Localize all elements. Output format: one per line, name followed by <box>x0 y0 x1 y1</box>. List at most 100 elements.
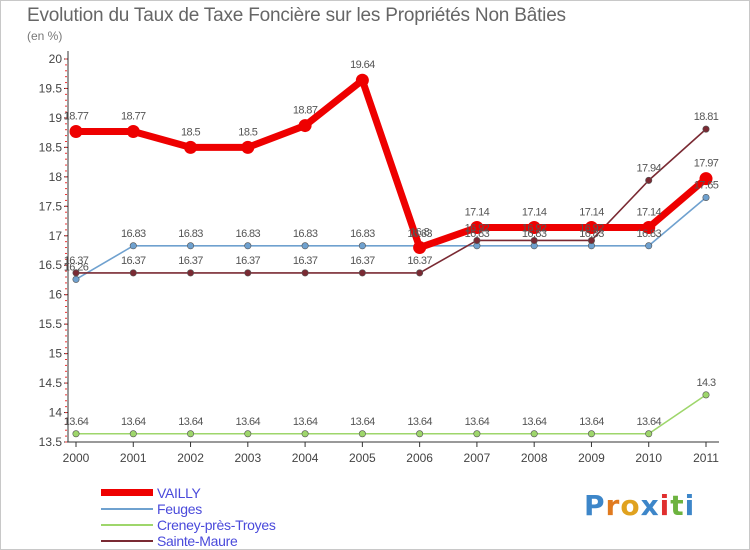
data-label-feuges: 16.83 <box>293 228 318 240</box>
data-label-creney-pr-s-troyes: 13.64 <box>636 416 661 428</box>
legend-swatch-creney <box>101 524 153 526</box>
data-label-vailly: 18.5 <box>181 126 200 138</box>
data-point-vailly <box>184 140 198 154</box>
y-tick-label: 16 <box>49 288 63 302</box>
logo-letter: t <box>670 489 685 522</box>
data-label-sainte-maure: 16.37 <box>293 255 318 267</box>
series-line-feuges <box>75 196 707 281</box>
legend-label: VAILLY <box>157 485 201 501</box>
x-tick-label: 2003 <box>234 451 261 465</box>
series-line-creney-pr-s-troyes <box>75 394 707 435</box>
data-point-sainte-maure <box>129 269 137 277</box>
y-tick-label: 16.5 <box>39 258 63 272</box>
y-tick-label: 14.5 <box>39 376 63 390</box>
data-label-vailly: 17.97 <box>694 158 719 170</box>
data-point-feuges <box>72 275 80 283</box>
y-tick-label: 14 <box>49 406 63 420</box>
data-label-sainte-maure: 16.37 <box>236 255 261 267</box>
data-label-feuges: 16.83 <box>465 228 490 240</box>
data-point-vailly <box>413 241 427 255</box>
legend-swatch-sainte-maure <box>101 540 153 542</box>
data-point-sainte-maure <box>587 236 595 244</box>
data-point-feuges <box>301 242 309 250</box>
data-point-creney-pr-s-troyes <box>187 430 195 438</box>
data-point-vailly <box>699 172 713 186</box>
data-label-feuges: 16.83 <box>121 228 146 240</box>
data-point-creney-pr-s-troyes <box>301 430 309 438</box>
y-tick-label: 18 <box>49 170 63 184</box>
series-line-vailly <box>72 76 710 252</box>
data-label-sainte-maure: 16.37 <box>350 255 375 267</box>
data-label-sainte-maure: 16.37 <box>64 255 89 267</box>
data-label-creney-pr-s-troyes: 13.64 <box>579 416 604 428</box>
x-tick-label: 2005 <box>349 451 376 465</box>
x-tick-label: 2004 <box>292 451 319 465</box>
data-label-feuges: 16.83 <box>579 228 604 240</box>
x-tick-label: 2002 <box>177 451 204 465</box>
data-point-creney-pr-s-troyes <box>587 430 595 438</box>
y-tick-label: 19.5 <box>39 81 63 95</box>
data-label-sainte-maure: 16.92 <box>522 222 547 234</box>
logo-letter: r <box>605 489 621 522</box>
series-line-sainte-maure <box>75 128 707 274</box>
data-point-vailly <box>584 221 598 235</box>
data-point-sainte-maure <box>473 236 481 244</box>
y-tick-label: 17 <box>49 229 63 243</box>
data-point-creney-pr-s-troyes <box>473 430 481 438</box>
data-label-sainte-maure: 16.37 <box>407 255 432 267</box>
x-tick-label: 2007 <box>464 451 491 465</box>
data-label-creney-pr-s-troyes: 13.64 <box>465 416 490 428</box>
data-label-vailly: 17.14 <box>522 207 547 219</box>
data-point-creney-pr-s-troyes <box>530 430 538 438</box>
data-label-vailly: 17.14 <box>636 207 661 219</box>
logo-letter: o <box>620 489 641 522</box>
data-label-feuges: 16.83 <box>522 228 547 240</box>
data-point-vailly <box>298 119 312 133</box>
data-label-vailly: 16.8 <box>410 227 429 239</box>
data-point-creney-pr-s-troyes <box>72 430 80 438</box>
data-label-creney-pr-s-troyes: 14.3 <box>696 377 715 389</box>
x-tick-label: 2000 <box>63 451 90 465</box>
y-tick-label: 13.5 <box>39 435 63 449</box>
data-point-sainte-maure <box>72 269 80 277</box>
data-label-vailly: 17.14 <box>465 207 490 219</box>
y-tick-label: 15 <box>49 347 63 361</box>
data-label-feuges: 17.65 <box>694 179 719 191</box>
x-tick-label: 2001 <box>120 451 147 465</box>
data-label-vailly: 18.5 <box>238 126 257 138</box>
x-tick-label: 2010 <box>635 451 662 465</box>
data-point-sainte-maure <box>358 269 366 277</box>
data-point-sainte-maure <box>530 236 538 244</box>
proxiti-logo: Proxiti <box>584 489 695 522</box>
data-label-vailly: 19.64 <box>350 59 375 71</box>
data-label-creney-pr-s-troyes: 13.64 <box>178 416 203 428</box>
data-point-feuges <box>645 242 653 250</box>
x-tick-label: 2006 <box>406 451 433 465</box>
legend-label: Feuges <box>157 501 202 517</box>
data-point-creney-pr-s-troyes <box>645 430 653 438</box>
logo-letter: x <box>640 489 660 522</box>
data-point-feuges <box>244 242 252 250</box>
data-point-feuges <box>702 193 710 201</box>
data-point-vailly <box>126 124 140 138</box>
logo-letter: P <box>584 489 606 522</box>
x-tick-label: 2008 <box>521 451 548 465</box>
data-label-sainte-maure: 18.81 <box>694 111 719 123</box>
data-point-vailly <box>642 221 656 235</box>
legend-label: Sainte-Maure <box>157 533 238 549</box>
data-labels: 13.64 13.64 13.64 13.64 13.64 13.64 13.64 13.64… <box>64 59 720 428</box>
data-label-feuges: 16.83 <box>178 228 203 240</box>
data-label-creney-pr-s-troyes: 13.64 <box>236 416 261 428</box>
chart-title: Evolution du Taux de Taxe Foncière sur l… <box>27 5 566 26</box>
y-tick-label: 17.5 <box>39 199 63 213</box>
data-label-sainte-maure: 16.92 <box>465 222 490 234</box>
data-label-creney-pr-s-troyes: 13.64 <box>64 416 89 428</box>
data-label-vailly: 18.77 <box>121 110 146 122</box>
data-label-feuges: 16.83 <box>236 228 261 240</box>
data-label-sainte-maure: 16.92 <box>579 222 604 234</box>
y-tick-label: 19 <box>49 111 63 125</box>
data-point-vailly <box>527 221 541 235</box>
data-point-feuges <box>358 242 366 250</box>
data-point-creney-pr-s-troyes <box>358 430 366 438</box>
data-point-sainte-maure <box>301 269 309 277</box>
